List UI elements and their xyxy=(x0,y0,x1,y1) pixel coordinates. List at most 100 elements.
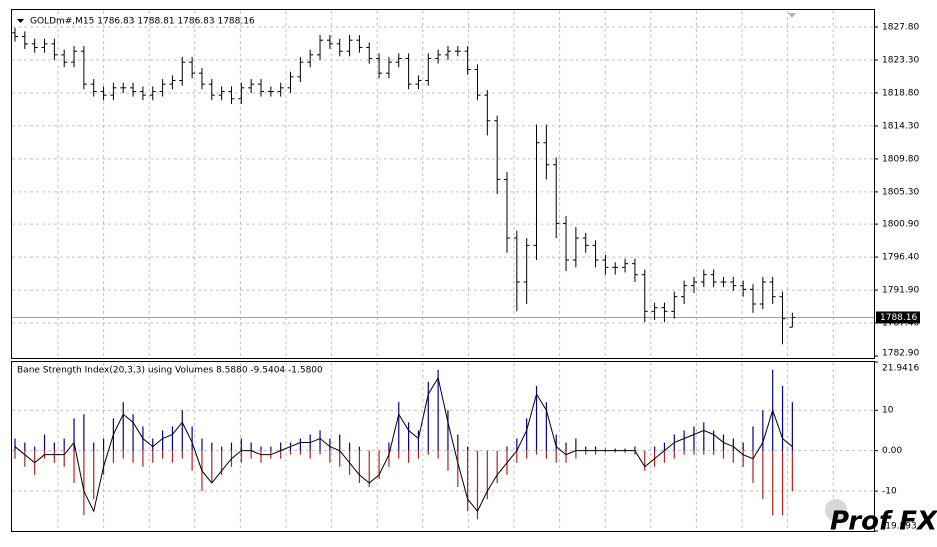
ohlc-bar xyxy=(622,258,629,273)
ohlc-bar xyxy=(405,53,412,90)
ohlc-bar xyxy=(572,227,579,268)
ohlc-bar xyxy=(523,238,530,304)
y-tick-label: 1796.40 xyxy=(882,253,919,263)
ohlc-bar xyxy=(366,42,373,64)
menu-arrow[interactable] xyxy=(17,19,24,23)
chart-header: GOLDm#,M15 1786.83 1788.81 1786.83 1788.… xyxy=(30,17,255,27)
ohlc-bar xyxy=(189,57,196,79)
ohlc-bar xyxy=(356,35,363,53)
ohlc-bar xyxy=(336,38,343,57)
ohlc-bar xyxy=(779,291,786,345)
ohlc-bar xyxy=(21,31,28,49)
ohlc-bar xyxy=(287,71,294,93)
indicator-line xyxy=(14,376,793,513)
ohlc-bar xyxy=(513,230,520,312)
y-tick-label: 1787.40 xyxy=(882,319,919,329)
y-tick-label: 1827.80 xyxy=(882,23,919,33)
ohlc-bar xyxy=(218,86,225,101)
ohlc-bar xyxy=(317,35,324,60)
ohlc-bar xyxy=(12,27,18,42)
ohlc-bar xyxy=(100,86,107,101)
ohlc-bar xyxy=(464,46,471,75)
y-tick-label: 1791.90 xyxy=(882,286,919,296)
ohlc-bar xyxy=(110,82,117,101)
ohlc-bar xyxy=(169,75,176,90)
y-tick-label: 21.9416 xyxy=(882,364,919,374)
main-panel xyxy=(11,9,875,359)
ohlc-bar xyxy=(435,49,442,64)
y-tick-label: 1823.30 xyxy=(882,55,919,65)
ohlc-bar xyxy=(149,86,156,101)
ohlc-bar xyxy=(612,262,619,275)
y-tick-label: 1814.30 xyxy=(882,121,919,131)
ohlc-bar xyxy=(651,302,658,321)
ohlc-bar xyxy=(51,38,58,60)
logo-circle xyxy=(825,499,847,521)
ohlc-bar xyxy=(90,79,97,97)
ohlc-bar xyxy=(700,269,707,288)
ohlc-bar xyxy=(267,86,274,97)
y-tick-label: 1818.80 xyxy=(882,88,919,98)
last-price-label: 1788.16 xyxy=(880,313,917,323)
y-tick-label: 1805.30 xyxy=(882,187,919,197)
y-tick-label: 1782.90 xyxy=(882,349,919,359)
ohlc-bar xyxy=(31,38,38,53)
ohlc-bar xyxy=(730,276,737,291)
y-tick-label: 1800.90 xyxy=(882,220,919,230)
ohlc-bar xyxy=(159,79,166,97)
watermark-text: Prof FX xyxy=(830,507,937,537)
ohlc-bar xyxy=(385,57,392,79)
ohlc-bar xyxy=(415,75,422,90)
watermark-logo: Prof FX xyxy=(825,499,937,537)
ohlc-bar xyxy=(307,49,314,68)
ohlc-bar xyxy=(671,291,678,319)
ohlc-bar xyxy=(740,280,747,297)
ohlc-bar xyxy=(425,53,432,86)
ohlc-bar xyxy=(504,172,510,253)
ohlc-bar xyxy=(750,284,756,313)
ohlc-bar xyxy=(661,302,668,323)
ohlc-bar xyxy=(248,79,255,93)
ohlc-bar xyxy=(592,240,599,268)
ohlc-bar xyxy=(238,82,245,104)
ohlc-bar xyxy=(346,35,353,57)
ohlc-bar xyxy=(484,90,491,136)
ohlc-bar xyxy=(474,64,481,101)
ohlc-bar xyxy=(769,276,776,304)
ohlc-bar xyxy=(553,157,560,239)
ohlc-bar xyxy=(720,276,727,288)
ohlc-bar xyxy=(533,124,540,261)
ohlc-bar xyxy=(395,53,402,68)
ohlc-bar xyxy=(543,124,550,180)
y-tick-label: -10 xyxy=(882,487,897,497)
y-tick-label: -19.893 xyxy=(882,522,917,532)
ohlc-bar xyxy=(130,82,137,97)
ohlc-bar xyxy=(444,46,451,60)
ohlc-bar xyxy=(297,57,304,82)
shift-marker xyxy=(788,13,796,18)
ohlc-bar xyxy=(139,86,146,101)
last-price-box xyxy=(876,311,920,324)
ohlc-bar xyxy=(582,232,589,253)
ohlc-bar xyxy=(326,35,333,49)
ohlc-bar xyxy=(277,82,284,97)
ohlc-bar xyxy=(641,269,648,323)
ohlc-bar xyxy=(563,216,570,272)
y-tick-label: 1809.80 xyxy=(882,154,919,164)
ohlc-bar xyxy=(631,258,638,283)
ohlc-bar xyxy=(258,79,264,97)
ohlc-bar xyxy=(602,254,609,275)
ohlc-bar xyxy=(789,312,796,328)
ohlc-bar xyxy=(41,38,48,53)
ohlc-bar xyxy=(208,79,215,101)
y-tick-label: 10 xyxy=(882,406,894,416)
ohlc-bar xyxy=(120,82,127,93)
ohlc-bar xyxy=(690,276,697,294)
ohlc-bar xyxy=(454,46,461,57)
ohlc-bar xyxy=(179,57,186,86)
ohlc-bar xyxy=(61,49,68,68)
ohlc-bar xyxy=(198,68,205,90)
ohlc-bar xyxy=(71,46,78,68)
y-tick-label: 0.00 xyxy=(882,446,902,456)
indicator-title: Bane Strength Index(20,3,3) using Volume… xyxy=(17,366,323,376)
